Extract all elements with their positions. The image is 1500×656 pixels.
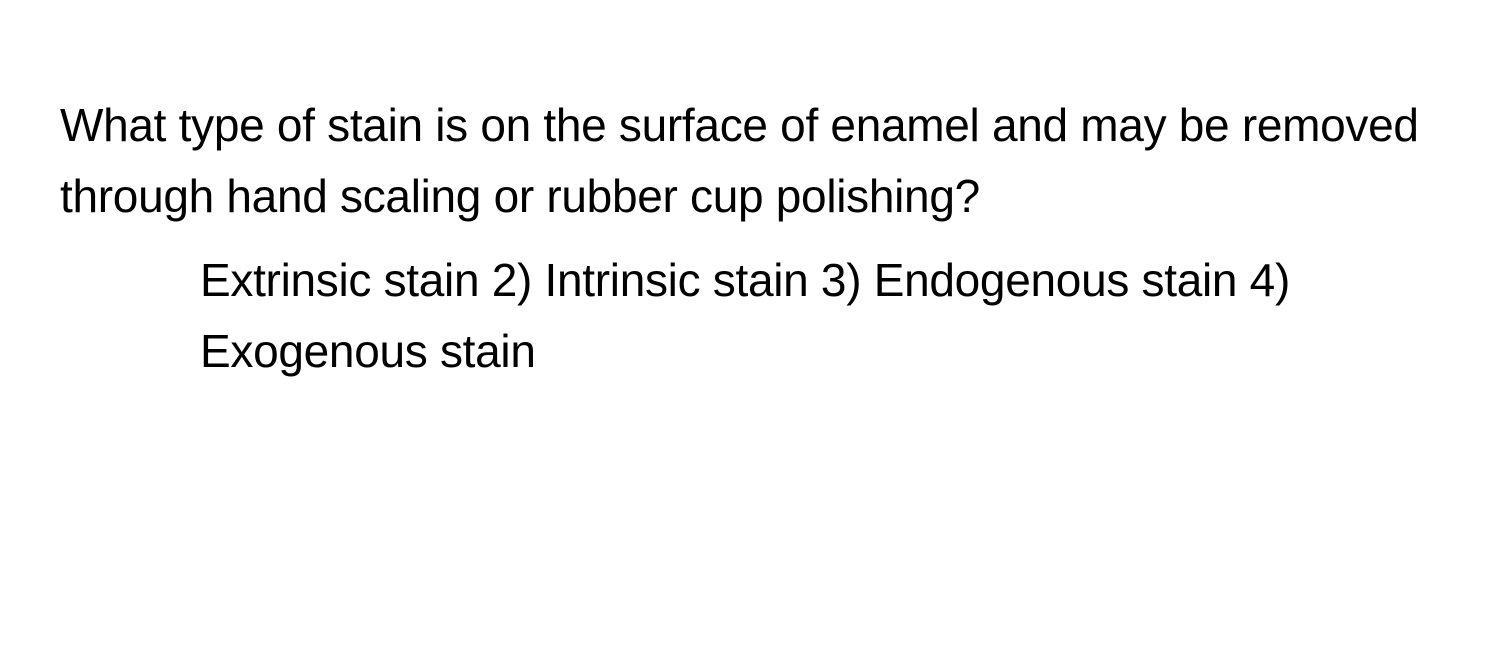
answer-options: Extrinsic stain 2) Intrinsic stain 3) En… [60,245,1440,388]
question-text: What type of stain is on the surface of … [60,90,1440,233]
